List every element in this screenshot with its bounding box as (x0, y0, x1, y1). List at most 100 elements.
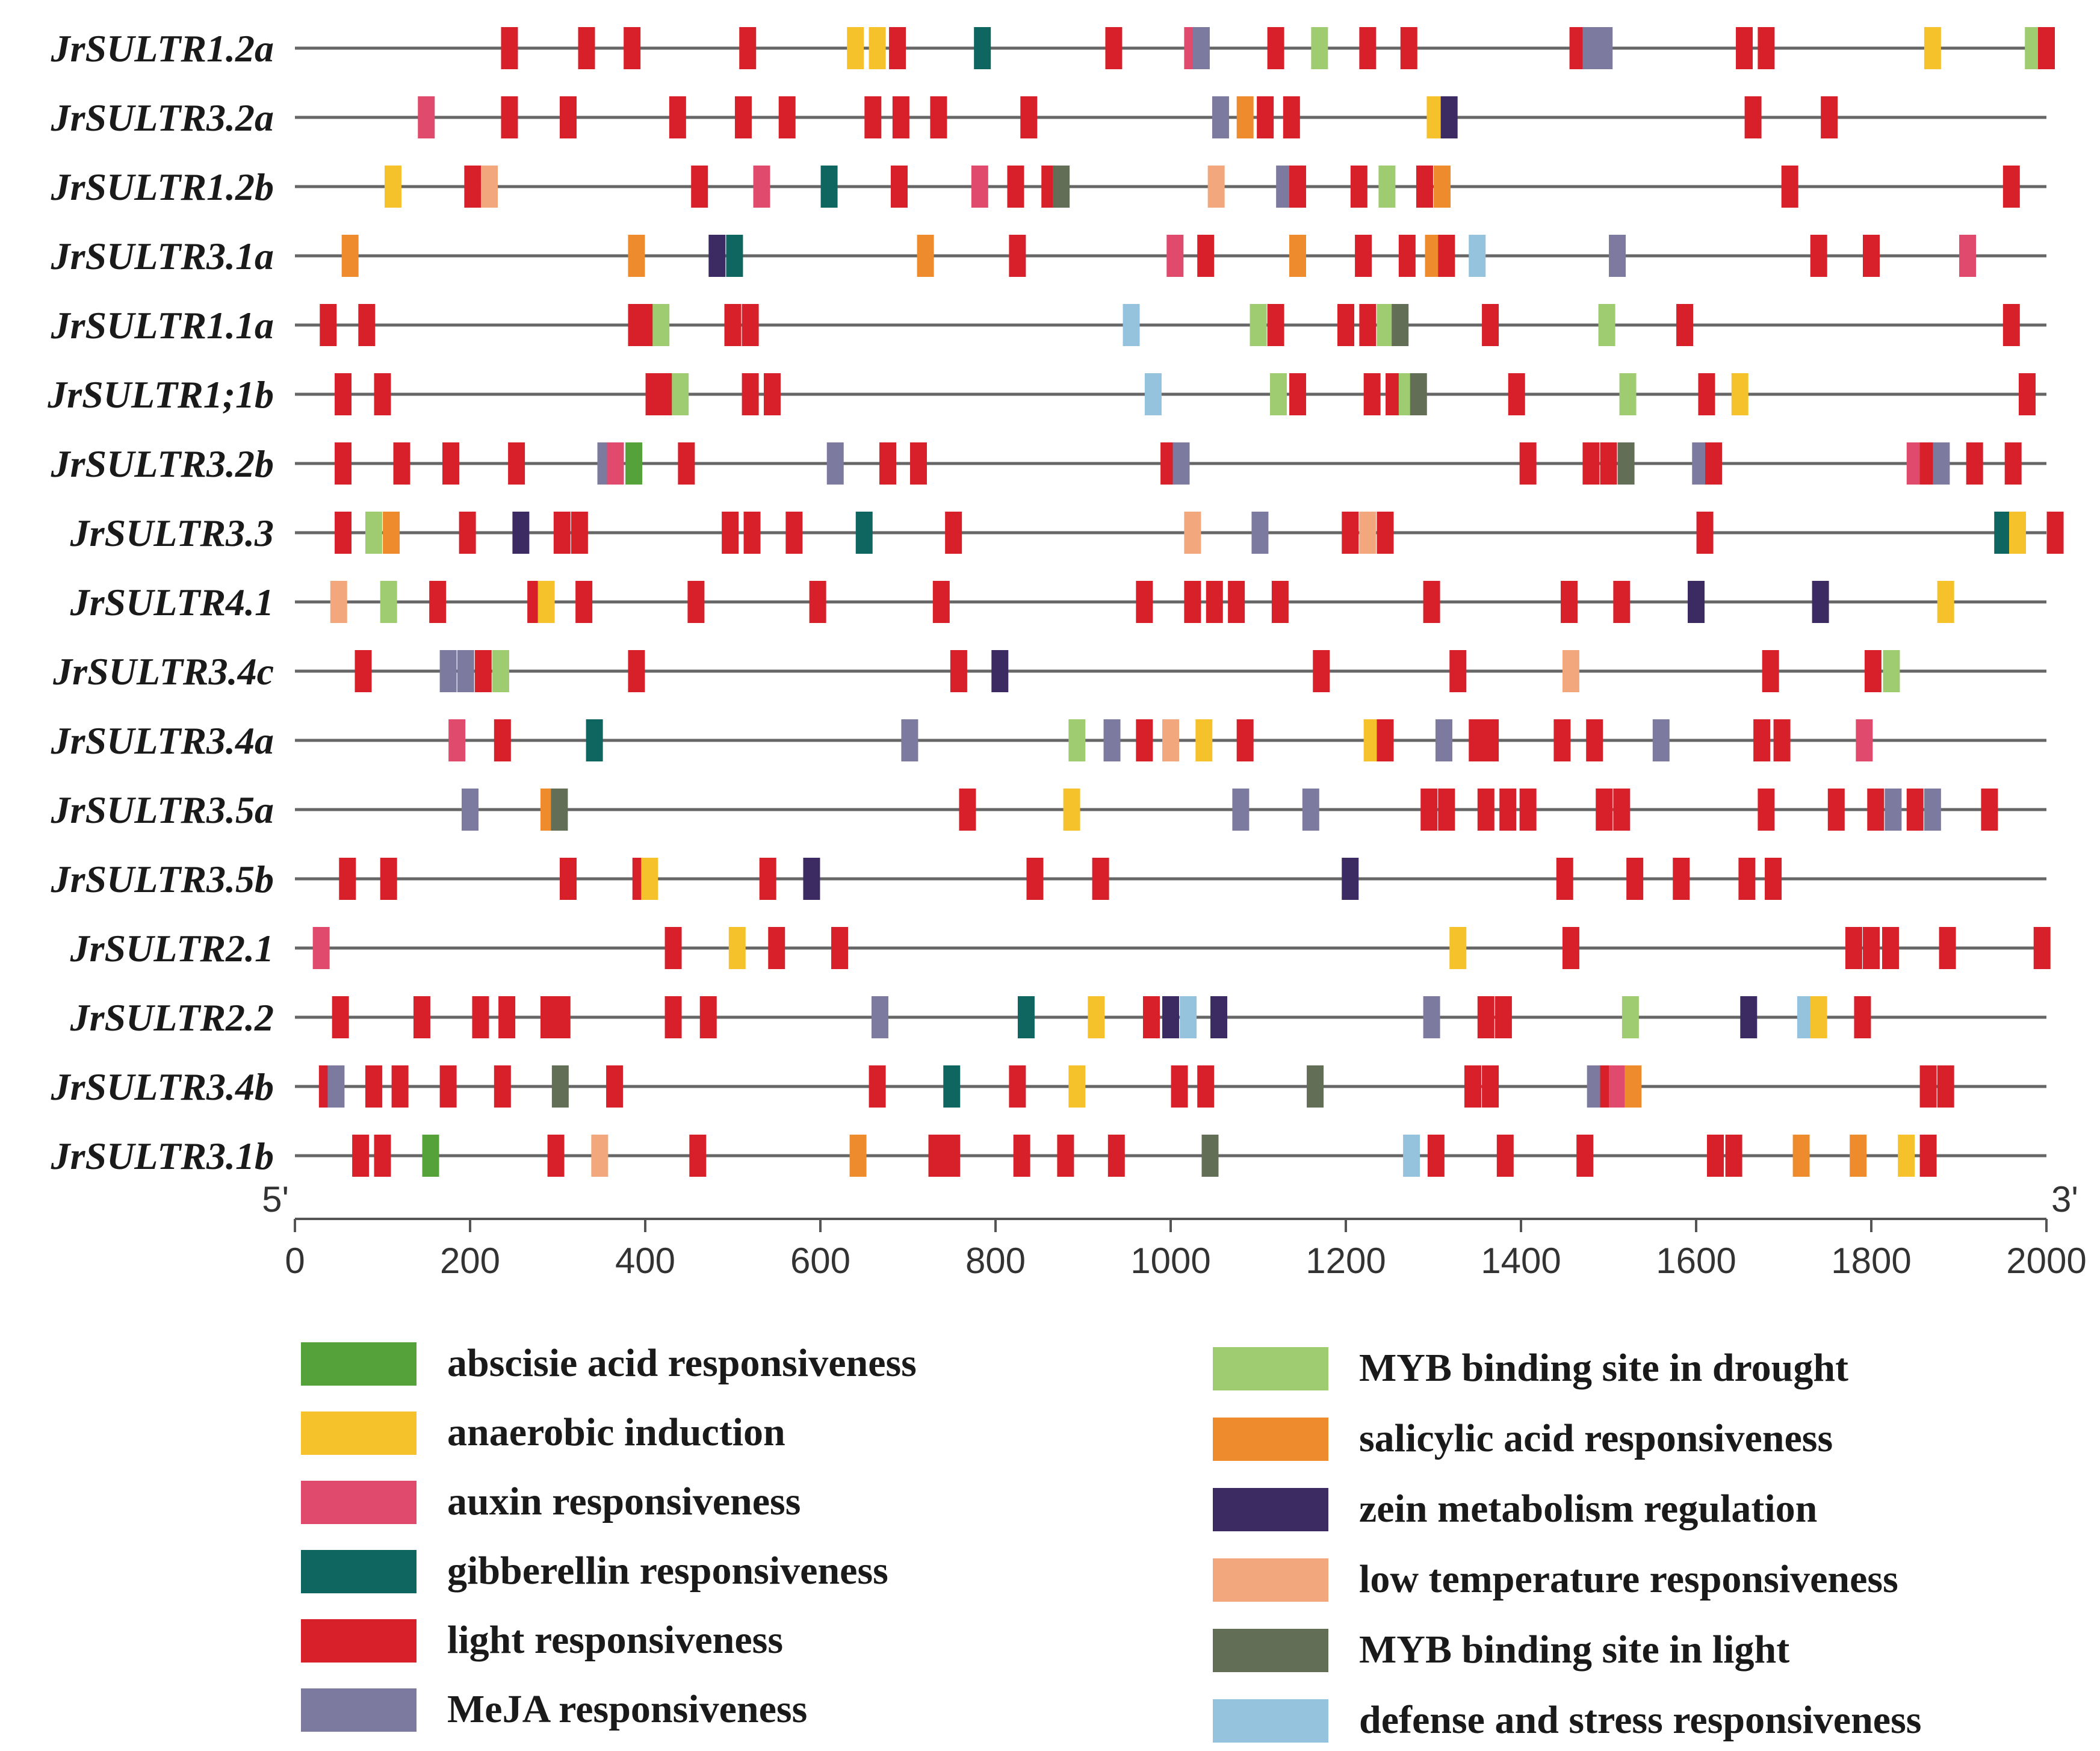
tick-label: 1200 (1306, 1241, 1386, 1281)
cis-element-light (1427, 1135, 1445, 1177)
gene-label: JrSULTR1.1a (51, 304, 274, 347)
tick-label: 600 (790, 1241, 850, 1281)
cis-element-light (459, 512, 476, 554)
cis-element-anaerobic (869, 27, 886, 69)
legend-item: MYB binding site in light (1213, 1628, 1789, 1672)
cis-element-anaerobic (1810, 996, 1827, 1038)
legend-item: auxin responsiveness (301, 1480, 801, 1524)
gene-label: JrSULTR3.1a (51, 235, 274, 277)
cis-element-light (1136, 581, 1153, 623)
cis-element-light (365, 1065, 382, 1108)
cis-element-light (1586, 719, 1603, 761)
gene-label: JrSULTR3.2a (51, 96, 274, 139)
legend-label: anaerobic induction (447, 1410, 785, 1454)
cis-element-auxin (1166, 235, 1184, 277)
gene-label: JrSULTR1.2a (51, 27, 274, 70)
cis-element-light (742, 373, 759, 415)
cis-element-light (1013, 1135, 1030, 1177)
cis-element-light (1919, 1135, 1937, 1177)
legend-label: salicylic acid responsiveness (1359, 1416, 1833, 1460)
cis-element-zein (1688, 581, 1705, 623)
cis-element-light (391, 1065, 409, 1108)
cis-element-myb-light (1617, 442, 1635, 485)
cis-element-myb-drought (1250, 304, 1267, 346)
cis-element-light (1939, 927, 1956, 969)
cis-element-anaerobic (1924, 27, 1941, 69)
cis-element-light (743, 512, 761, 554)
cis-element-light (1267, 304, 1284, 346)
cis-element-zein (1440, 96, 1458, 138)
cis-element-light (1519, 442, 1537, 485)
cis-element-light (1377, 512, 1394, 554)
cis-element-light (494, 1065, 511, 1108)
gene-track: JrSULTR3.5b (51, 858, 2046, 900)
cis-element-gibberellin (820, 166, 838, 208)
legend-item: MYB binding site in drought (1213, 1346, 1848, 1390)
cis-element-light (1377, 719, 1394, 761)
legend-swatch (301, 1412, 417, 1455)
cis-element-light (559, 96, 577, 138)
cis-element-meja (1172, 442, 1190, 485)
gene-track: JrSULTR3.2a (51, 96, 2046, 139)
gene-label: JrSULTR1.2b (51, 166, 274, 208)
cis-element-myb-drought (1621, 996, 1639, 1038)
legend-label: MeJA responsiveness (447, 1687, 807, 1731)
cis-element-light (869, 1065, 886, 1108)
cis-element-light (571, 512, 588, 554)
cis-element-light (2002, 304, 2020, 346)
cis-element-anaerobic (1088, 996, 1105, 1038)
cis-element-light (1342, 512, 1359, 554)
cis-element-anaerobic (537, 581, 555, 623)
cis-element-myb-drought (1378, 166, 1396, 208)
cis-element-light (1416, 166, 1433, 208)
cis-element-light (1007, 166, 1024, 208)
legend-item: light responsiveness (301, 1618, 783, 1663)
cis-element-light (1736, 27, 1753, 69)
legend-label: light responsiveness (447, 1618, 783, 1662)
cis-element-meja (462, 789, 479, 831)
cis-element-myb-drought (1377, 304, 1394, 346)
cis-element-anaerobic (2009, 512, 2026, 554)
legend-swatch (1213, 1347, 1328, 1390)
cis-element-salicylic (1236, 96, 1254, 138)
legend-swatch (301, 1550, 417, 1593)
cis-element-light (1705, 442, 1723, 485)
cis-element-light (1966, 442, 1983, 485)
gene-track: JrSULTR3.4a (51, 719, 2046, 762)
cis-element-defense (1180, 996, 1197, 1038)
cis-element-auxin (753, 166, 770, 208)
cis-element-gibberellin (974, 27, 991, 69)
cis-element-light (1773, 719, 1791, 761)
cis-element-light (1919, 1065, 1937, 1108)
cis-element-light (722, 512, 739, 554)
three-prime-label: 3' (2051, 1179, 2078, 1220)
cis-element-aba (625, 442, 643, 485)
tick-label: 1400 (1481, 1241, 1561, 1281)
cis-element-light (1142, 996, 1160, 1038)
cis-element-light (1398, 235, 1416, 277)
cis-element-light (553, 512, 571, 554)
tick-label: 200 (440, 1241, 500, 1281)
gene-track: JrSULTR3.4b (51, 1065, 2046, 1108)
cis-element-light (1781, 166, 1798, 208)
cis-element-meja (1251, 512, 1269, 554)
cis-element-light (1906, 789, 1924, 831)
cis-element-light (553, 996, 571, 1038)
cis-element-myb-light (551, 789, 568, 831)
cis-element-myb-light (1410, 373, 1427, 415)
cis-element-light (1707, 1135, 1724, 1177)
legend-item: salicylic acid responsiveness (1213, 1416, 1833, 1461)
cis-element-light (932, 581, 950, 623)
cis-element-defense (1403, 1135, 1420, 1177)
cis-element-salicylic (628, 235, 645, 277)
cis-element-light (472, 996, 489, 1038)
cis-element-light (1197, 1065, 1215, 1108)
cis-element-myb-drought (380, 581, 397, 623)
cis-element-light (1676, 304, 1694, 346)
cis-element-light (959, 789, 976, 831)
legend-swatch (1213, 1558, 1328, 1602)
position-axis: 5' 3' 0 200 400 600 800 1000 1200 1400 1600 1800 2… (262, 1179, 2087, 1281)
cis-element-light (1596, 789, 1613, 831)
cis-element-light (763, 373, 781, 415)
cis-element-zein (803, 858, 820, 900)
